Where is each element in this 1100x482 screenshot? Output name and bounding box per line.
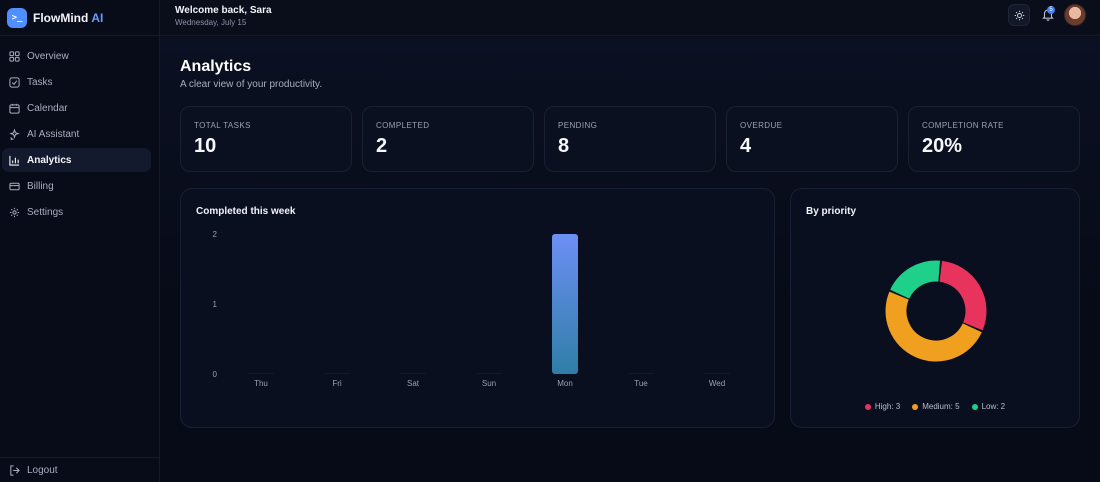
high-dot bbox=[864, 403, 871, 410]
sidebar: >_ FlowMind AI Overview Tasks Calendar A… bbox=[0, 0, 160, 482]
slice-medium[interactable] bbox=[885, 291, 982, 362]
x-tick-label: Sun bbox=[482, 379, 496, 388]
priority-donut-chart bbox=[885, 260, 987, 362]
sidebar-item-tasks[interactable]: Tasks bbox=[2, 70, 151, 94]
sidebar-item-label: Settings bbox=[27, 206, 64, 218]
logout-label: Logout bbox=[27, 464, 58, 476]
logo-icon: >_ bbox=[7, 7, 27, 28]
page-title: Analytics bbox=[180, 58, 252, 75]
check-square-icon bbox=[9, 76, 20, 88]
sidebar-item-analytics[interactable]: Analytics bbox=[2, 148, 151, 172]
current-date: Wednesday, July 15 bbox=[175, 18, 247, 27]
sidebar-nav: Overview Tasks Calendar AI Assistant Ana… bbox=[0, 36, 159, 224]
legend-item-high: High: 3 bbox=[864, 402, 901, 411]
top-bar: Welcome back, Sara Wednesday, July 15 5 bbox=[160, 0, 1100, 36]
card-title: Completed this week bbox=[196, 206, 296, 217]
low-dot bbox=[971, 403, 978, 410]
bar-sat[interactable] bbox=[400, 373, 426, 375]
sidebar-item-billing[interactable]: Billing bbox=[2, 174, 151, 198]
x-tick-label: Fri bbox=[332, 379, 342, 388]
stat-card-total-tasks: TOTAL TASKS 10 bbox=[180, 106, 352, 172]
legend-label: Medium: 5 bbox=[922, 402, 960, 411]
x-tick-label: Wed bbox=[709, 379, 725, 388]
brand-name: FlowMind bbox=[33, 10, 89, 25]
sidebar-item-label: Analytics bbox=[27, 154, 72, 166]
medium-dot bbox=[912, 403, 919, 410]
bar-mon[interactable] bbox=[552, 234, 578, 374]
sparkles-icon bbox=[9, 128, 20, 140]
chart-legend: High: 3 Medium: 5 Low: 2 bbox=[791, 402, 1079, 411]
x-tick-label: Mon bbox=[557, 379, 573, 388]
avatar[interactable] bbox=[1064, 4, 1086, 26]
page-subtitle: A clear view of your productivity. bbox=[180, 79, 323, 90]
stat-value: 10 bbox=[194, 135, 217, 157]
stat-label: COMPLETION RATE bbox=[922, 121, 1004, 130]
y-tick-label: 1 bbox=[213, 300, 218, 309]
y-tick-label: 0 bbox=[213, 370, 218, 379]
sidebar-item-settings[interactable]: Settings bbox=[2, 200, 151, 224]
slice-high[interactable] bbox=[938, 260, 987, 331]
sidebar-item-overview[interactable]: Overview bbox=[2, 44, 151, 68]
theme-toggle-button[interactable] bbox=[1008, 4, 1030, 26]
stat-card-pending: PENDING 8 bbox=[544, 106, 716, 172]
stat-value: 8 bbox=[558, 135, 570, 157]
card-title: By priority bbox=[806, 206, 857, 217]
stat-card-completion-rate: COMPLETION RATE 20% bbox=[908, 106, 1080, 172]
sidebar-item-label: Overview bbox=[27, 50, 69, 62]
legend-item-medium: Medium: 5 bbox=[912, 402, 960, 411]
weekly-bar-chart: 0 1 2 Thu Fri Sat Sun Mon Tue Wed bbox=[213, 230, 730, 388]
stat-value: 4 bbox=[740, 135, 752, 157]
sidebar-item-label: AI Assistant bbox=[27, 128, 80, 140]
bar-tue[interactable] bbox=[628, 373, 654, 375]
x-tick-label: Thu bbox=[254, 379, 268, 388]
priority-chart-card: By priority High: 3 Medium: 5 Low: 2 bbox=[790, 188, 1080, 428]
sun-icon bbox=[1014, 10, 1024, 20]
bar-fri[interactable] bbox=[324, 373, 350, 375]
credit-card-icon bbox=[9, 182, 20, 190]
stat-value: 20% bbox=[922, 135, 963, 157]
gear-icon bbox=[9, 207, 20, 217]
sidebar-item-ai-assistant[interactable]: AI Assistant bbox=[2, 122, 151, 146]
calendar-icon bbox=[9, 103, 20, 114]
bar-wed[interactable] bbox=[704, 373, 730, 375]
stat-label: PENDING bbox=[558, 121, 598, 130]
notification-badge: 5 bbox=[1047, 6, 1055, 14]
bar-thu[interactable] bbox=[248, 373, 274, 375]
weekly-chart-card: Completed this week 0 1 2 Thu Fri Sat Sun Mon Tu… bbox=[180, 188, 775, 428]
logout-button[interactable]: Logout bbox=[0, 457, 159, 482]
stat-label: TOTAL TASKS bbox=[194, 121, 251, 130]
legend-item-low: Low: 2 bbox=[971, 402, 1006, 411]
slice-low[interactable] bbox=[890, 260, 941, 300]
sidebar-item-calendar[interactable]: Calendar bbox=[2, 96, 151, 120]
x-tick-label: Tue bbox=[634, 379, 648, 388]
welcome-message: Welcome back, Sara bbox=[175, 5, 272, 16]
sidebar-item-label: Billing bbox=[27, 180, 54, 192]
x-tick-label: Sat bbox=[407, 379, 420, 388]
y-tick-label: 2 bbox=[213, 230, 218, 239]
logout-icon bbox=[10, 464, 20, 476]
main-content: Analytics A clear view of your productiv… bbox=[160, 37, 1100, 482]
brand[interactable]: >_ FlowMind AI bbox=[0, 0, 159, 36]
stat-card-completed: COMPLETED 2 bbox=[362, 106, 534, 172]
stat-label: OVERDUE bbox=[740, 121, 783, 130]
stat-label: COMPLETED bbox=[376, 121, 430, 130]
stat-card-overdue: OVERDUE 4 bbox=[726, 106, 898, 172]
sidebar-item-label: Calendar bbox=[27, 102, 68, 114]
legend-label: Low: 2 bbox=[981, 402, 1006, 411]
grid-icon bbox=[9, 50, 20, 62]
stat-value: 2 bbox=[376, 135, 388, 157]
sidebar-item-label: Tasks bbox=[27, 76, 53, 88]
bar-sun[interactable] bbox=[476, 373, 502, 375]
legend-label: High: 3 bbox=[874, 402, 901, 411]
bar-chart-icon bbox=[9, 155, 20, 166]
brand-accent: AI bbox=[91, 10, 104, 25]
